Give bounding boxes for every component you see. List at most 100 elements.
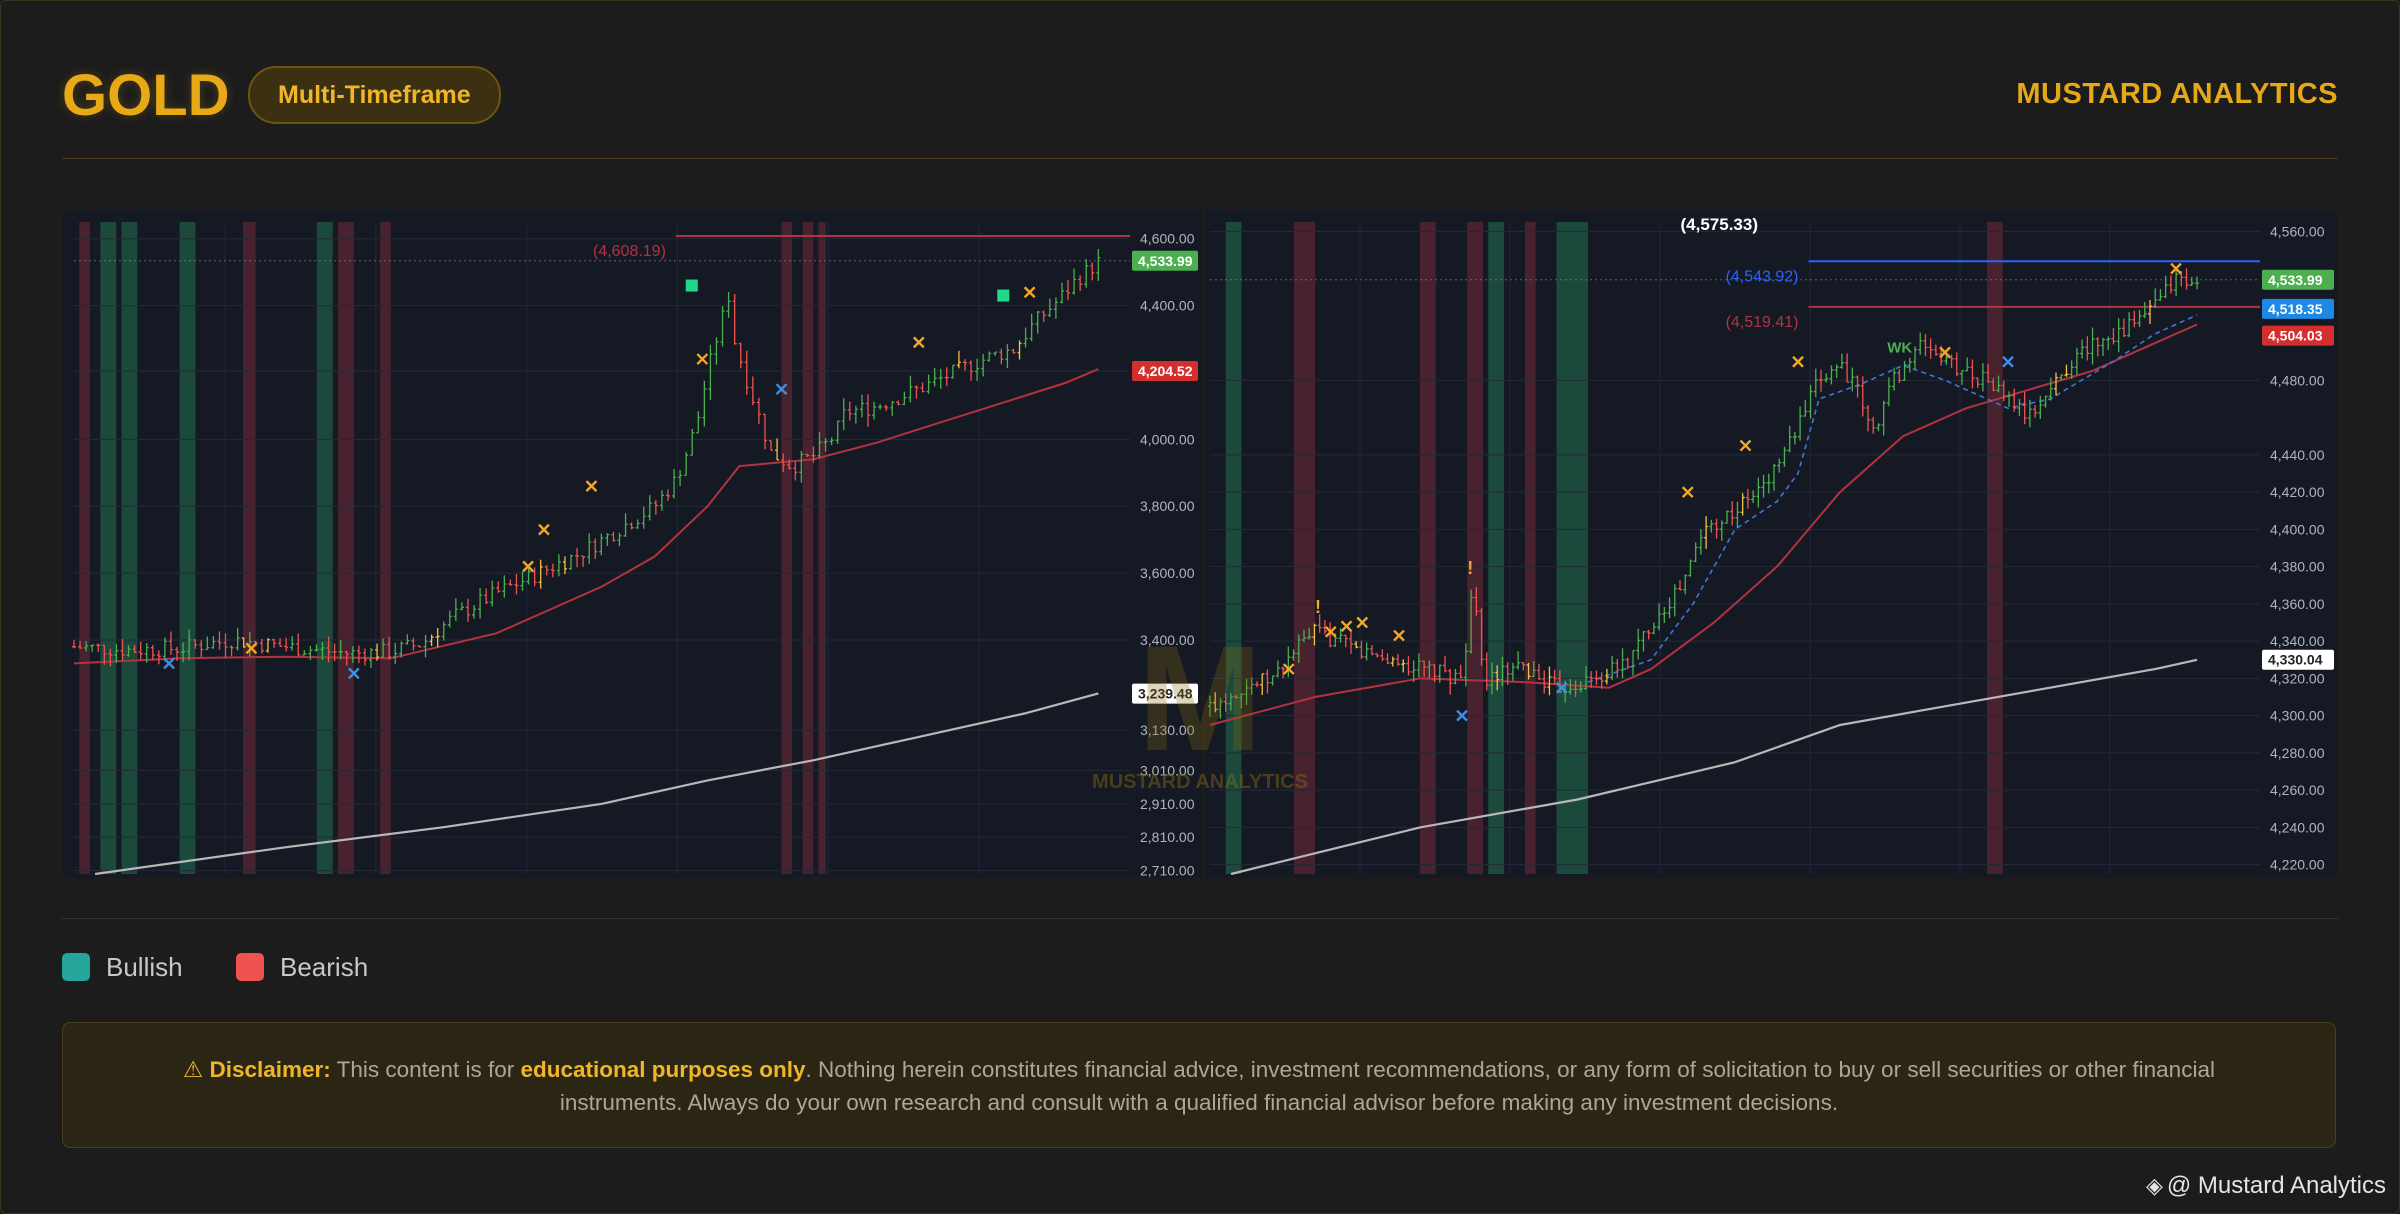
disclaimer-label: Disclaimer: (209, 1057, 331, 1082)
signal-x-marker-orange (245, 642, 258, 655)
signal-x-marker-orange (1356, 616, 1369, 629)
signal-x-marker-orange (1739, 439, 1752, 452)
gridlines (1210, 222, 2260, 874)
y-tick-label: 2,810.00 (1140, 829, 1195, 845)
zones (1225, 222, 2003, 874)
alert-marker: ! (1315, 597, 1321, 617)
legend-swatch-bullish (62, 953, 90, 981)
bearish-zone (781, 222, 793, 874)
price-tag-label: 4,504.03 (2268, 328, 2323, 344)
y-tick-label: 2,910.00 (1140, 796, 1195, 812)
footer-credit[interactable]: ◈ @ Mustard Analytics (2146, 1172, 2386, 1200)
chart-panel-left: 2,710.00 2,810.00 2,910.00 3,010.00 3,130.00… (62, 210, 1202, 878)
signal-x-marker-orange (1023, 286, 1036, 299)
y-axis: 4,220.00 4,240.00 4,260.00 4,280.00 4,300.00… (2260, 210, 2338, 878)
price-tag (2262, 325, 2334, 346)
binance-square-icon: ◈ (2145, 1173, 2163, 1198)
signal-x-marker-blue (1555, 681, 1568, 694)
y-tick-label: 4,340.00 (2270, 633, 2325, 649)
brand-name: MUSTARD ANALYTICS (2016, 78, 2338, 110)
zones (79, 222, 826, 874)
bearish-zone (1294, 222, 1315, 874)
chart-right-svg: 4,220.00 4,240.00 4,260.00 4,280.00 4,300.00… (1208, 210, 2338, 878)
candles (72, 249, 1101, 668)
legend-label-bullish: Bullish (106, 952, 183, 982)
price-tag-label: 4,330.04 (2268, 652, 2323, 668)
signal-x-marker-orange (912, 336, 925, 349)
y-tick-label: 4,440.00 (2270, 447, 2325, 463)
y-tick-label: 4,560.00 (2270, 223, 2325, 239)
bullish-zone (1225, 222, 1242, 874)
y-tick-label: 4,320.00 (2270, 670, 2325, 686)
trailing-stop-line (1587, 314, 2198, 683)
ma-short-line (1209, 323, 2198, 726)
y-tick-label: 3,600.00 (1140, 565, 1195, 581)
bearish-zone (242, 222, 256, 874)
bearish-zone (818, 222, 826, 874)
chart-left-svg: 2,710.00 2,810.00 2,910.00 3,010.00 3,130.00… (72, 210, 1202, 878)
levels: (4,608.19) (593, 234, 1130, 260)
y-tick-label: 4,480.00 (2270, 372, 2325, 388)
signal-x-marker-orange (522, 560, 534, 573)
bullish-zone (121, 222, 138, 874)
signal-x-marker-orange (1792, 355, 1804, 368)
signal-x-marker-blue (163, 657, 175, 670)
disclaimer-text-before: This content is for (330, 1057, 521, 1082)
signal-x-marker-orange (538, 523, 550, 536)
legend-divider (62, 918, 2338, 919)
level-label: (4,608.19) (593, 243, 666, 260)
y-tick-label: 4,220.00 (2270, 857, 2325, 873)
ma-long-line (1230, 658, 2198, 876)
signal-x-marker-orange (1282, 663, 1295, 675)
y-tick-label: 4,380.00 (2270, 559, 2325, 575)
y-axis-bg (1130, 210, 1202, 878)
bullish-zone (100, 222, 117, 874)
y-axis-bg (2260, 210, 2338, 878)
y-tick-label: 3,400.00 (1140, 632, 1195, 648)
bearish-zone (1987, 222, 2003, 874)
signal-x-marker-blue (2002, 355, 2014, 368)
level-label: (4,519.41) (1726, 314, 1799, 331)
signal-x-marker-blue (1456, 709, 1468, 722)
bullish-zone (1556, 222, 1578, 874)
signal-x-marker-orange (1324, 625, 1337, 638)
y-tick-label: 2,710.00 (1140, 863, 1195, 878)
markers: WK!! (1282, 262, 2182, 722)
bearish-zone (380, 222, 391, 874)
signal-square-marker (997, 289, 1010, 302)
y-axis: 2,710.00 2,810.00 2,910.00 3,010.00 3,130.00… (1130, 210, 1202, 878)
y-tick-label: 4,600.00 (1140, 231, 1195, 247)
signal-x-marker-orange (585, 480, 598, 492)
y-tick-label: 4,000.00 (1140, 431, 1195, 447)
bullish-zone (1577, 222, 1588, 874)
signal-x-marker-blue (775, 383, 788, 396)
y-tick-label: 3,130.00 (1140, 722, 1195, 738)
y-tick-label: 3,010.00 (1140, 762, 1195, 778)
disclaimer-text-after: . Nothing herein constitutes financial a… (559, 1057, 2215, 1115)
y-tick-label: 4,300.00 (2270, 708, 2325, 724)
chart-annotation: WK (1887, 339, 1912, 356)
disclaimer-box: ⚠ Disclaimer: This content is for educat… (62, 1022, 2336, 1148)
price-tag (1132, 250, 1198, 271)
price-tag-label: 4,518.35 (2268, 301, 2323, 317)
signal-x-marker-orange (1681, 486, 1694, 498)
warning-icon: ⚠ (183, 1057, 204, 1082)
bearish-zone (338, 222, 354, 874)
signal-x-marker-blue (347, 667, 360, 680)
bearish-zone (1420, 222, 1436, 874)
price-tag-label: 4,204.52 (1138, 363, 1193, 379)
footer-text: @ Mustard Analytics (2166, 1172, 2386, 1199)
timeframe-badge: Multi-Timeframe (248, 66, 501, 124)
level-label: (4,575.33) (1681, 215, 1759, 234)
y-tick-label: 4,400.00 (2270, 521, 2325, 537)
price-tag (1132, 360, 1198, 381)
candles (1208, 268, 2199, 719)
markers (163, 279, 1036, 680)
bearish-zone (1467, 222, 1483, 874)
y-tick-label: 4,240.00 (2270, 819, 2325, 835)
price-tag-label: 4,533.99 (2268, 272, 2323, 288)
price-tag-label: 4,533.99 (1138, 253, 1193, 269)
signal-x-marker-orange (696, 353, 709, 365)
y-tick-label: 4,420.00 (2270, 484, 2325, 500)
alert-marker: ! (1467, 558, 1473, 578)
